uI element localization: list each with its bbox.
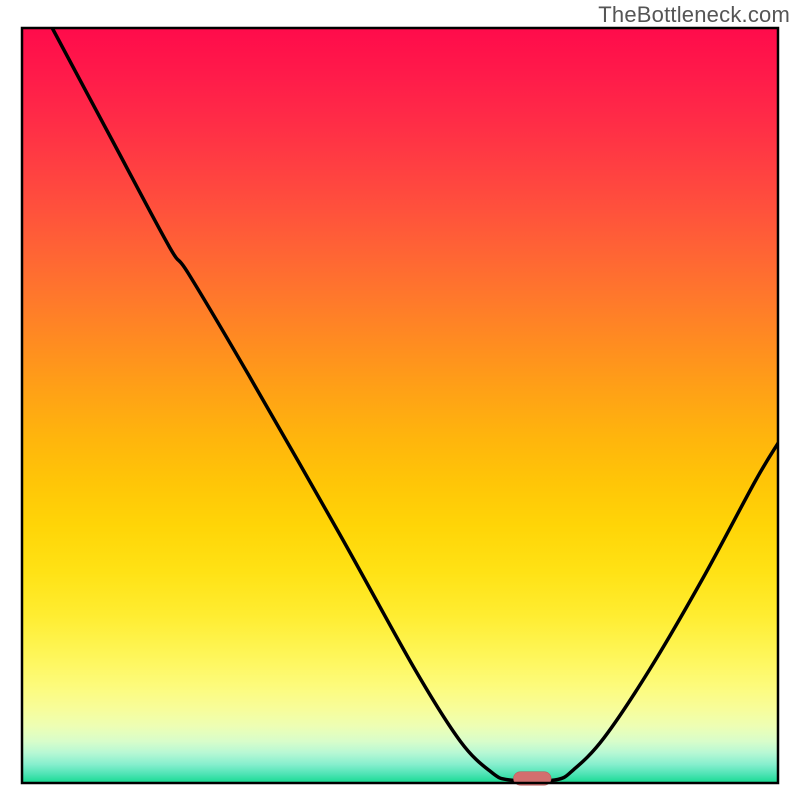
- plot-background: [22, 28, 778, 783]
- watermark-label: TheBottleneck.com: [598, 2, 790, 28]
- bottleneck-chart: [0, 0, 800, 800]
- chart-container: TheBottleneck.com: [0, 0, 800, 800]
